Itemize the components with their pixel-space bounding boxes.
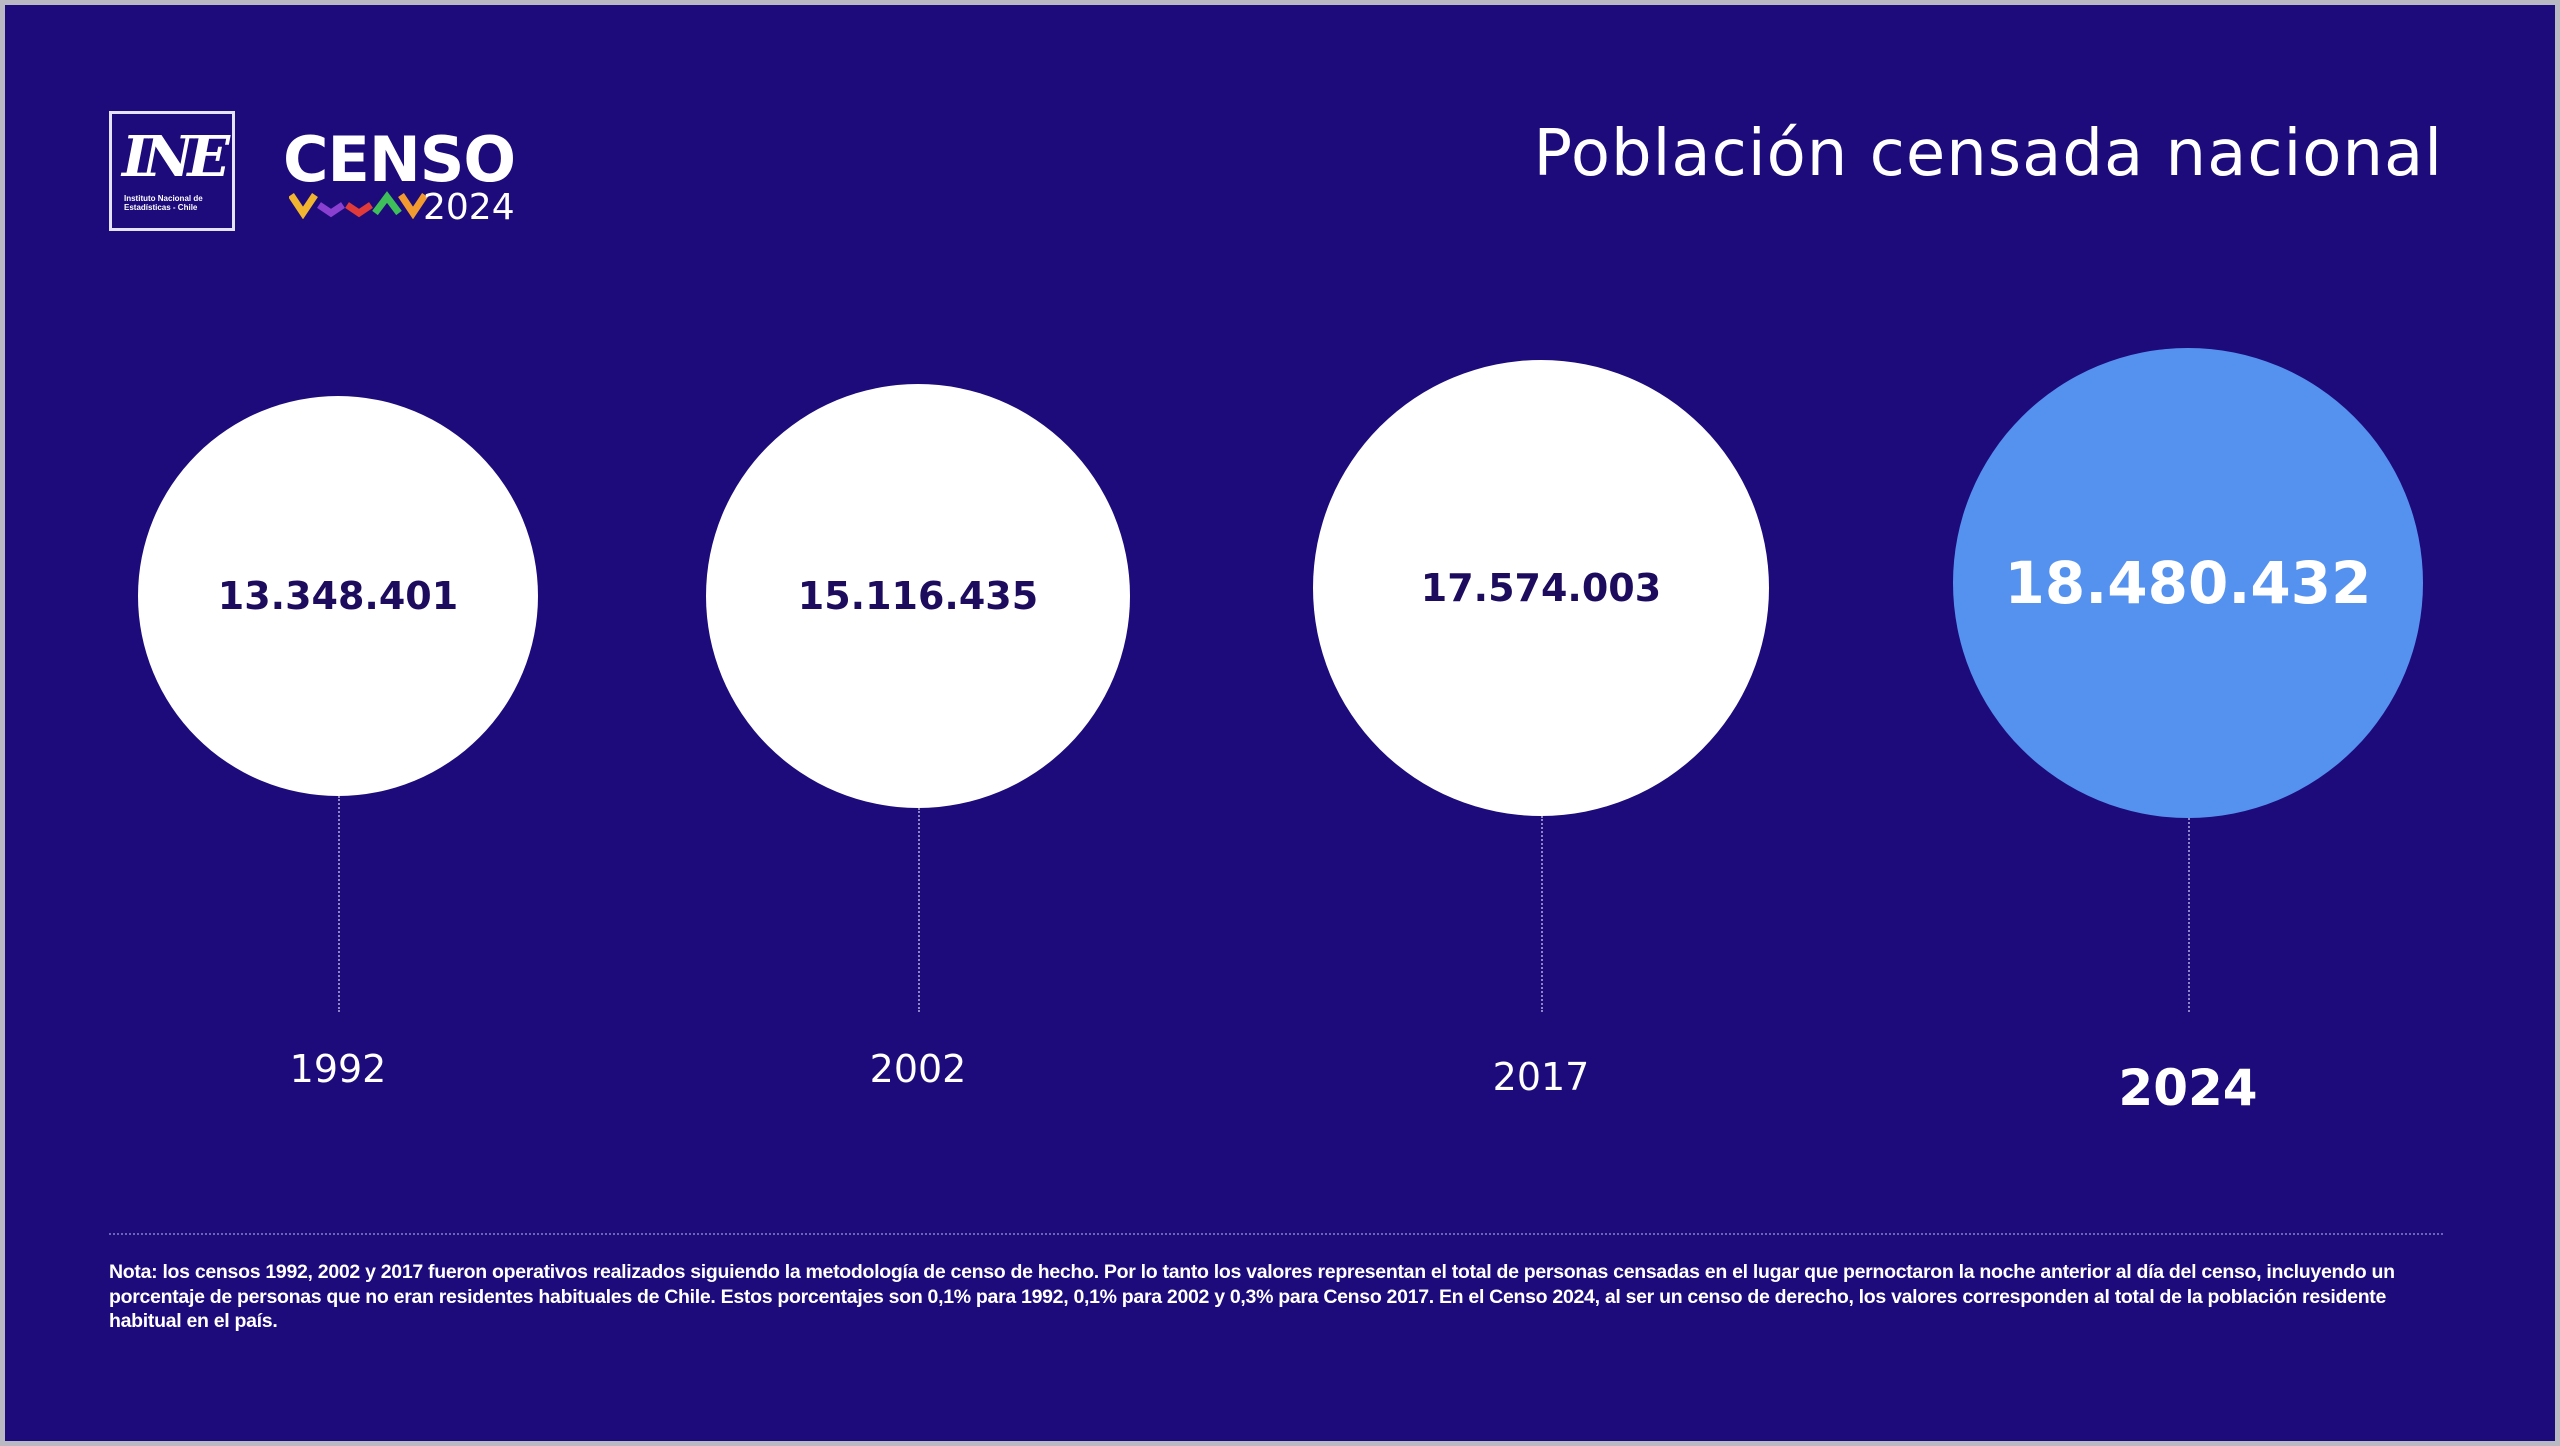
- bubble-stem: [918, 808, 920, 1012]
- year-label-1992: 1992: [289, 1047, 387, 1091]
- divider: [109, 1233, 2443, 1235]
- year-label-2002: 2002: [869, 1047, 967, 1091]
- bubble-2024: 18.480.432: [1953, 348, 2423, 818]
- year-label-2017: 2017: [1492, 1055, 1590, 1099]
- bubble-2002: 15.116.435: [706, 384, 1130, 808]
- bubble-value: 18.480.432: [2004, 549, 2372, 617]
- censo-logo-year: 2024: [423, 187, 515, 228]
- bubble-value: 17.574.003: [1420, 566, 1662, 610]
- bubble-stem: [338, 796, 340, 1012]
- bubble-1992: 13.348.401: [138, 396, 538, 796]
- ine-logo-text: INE: [122, 124, 230, 190]
- bubble-stem: [2188, 818, 2190, 1012]
- censo-people-icon: [289, 191, 428, 219]
- bubble-stem: [1541, 816, 1543, 1012]
- bubble-2017: 17.574.003: [1313, 360, 1769, 816]
- bubble-value: 13.348.401: [217, 574, 459, 618]
- slide: INE Instituto Nacional de Estadísticas -…: [5, 5, 2555, 1441]
- bubble-value: 15.116.435: [797, 574, 1039, 618]
- year-label-2024: 2024: [2118, 1059, 2258, 1117]
- page-title: Población censada nacional: [1533, 117, 2443, 191]
- ine-logo: INE Instituto Nacional de Estadísticas -…: [109, 111, 235, 231]
- ine-logo-subtitle: Instituto Nacional de Estadísticas - Chi…: [124, 194, 203, 212]
- censo-logo: CENSO: [283, 123, 516, 196]
- footnote: Nota: los censos 1992, 2002 y 2017 fuero…: [109, 1261, 2395, 1332]
